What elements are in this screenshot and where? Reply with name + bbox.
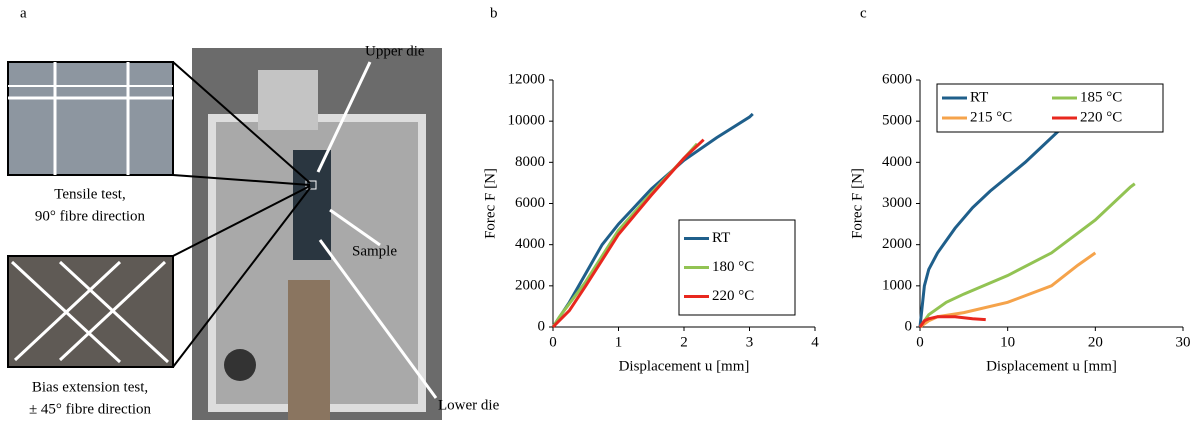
legend-label: RT xyxy=(970,89,988,105)
y-axis-title: Forec F [N] xyxy=(482,168,498,239)
series-line xyxy=(551,112,754,328)
photo xyxy=(192,48,442,420)
x-tick-label: 30 xyxy=(1176,334,1191,350)
y-tick-label: 0 xyxy=(905,318,913,334)
y-tick-label: 6000 xyxy=(882,71,912,87)
y-tick-label: 4000 xyxy=(882,154,912,170)
caption: ± 45° fibre direction xyxy=(29,401,152,417)
series-line xyxy=(919,251,1097,329)
legend-label: 185 °C xyxy=(1080,89,1122,105)
x-axis-title: Displacement u [mm] xyxy=(619,358,750,374)
x-tick-label: 10 xyxy=(1000,334,1015,350)
y-tick-label: 6000 xyxy=(515,195,545,211)
x-tick-label: 0 xyxy=(549,334,557,350)
series-line xyxy=(551,138,705,329)
inset-tensile xyxy=(7,61,174,176)
x-tick-label: 0 xyxy=(916,334,924,350)
x-tick-label: 1 xyxy=(615,334,623,350)
y-tick-label: 5000 xyxy=(882,113,912,129)
x-axis-title: Displacement u [mm] xyxy=(986,358,1117,374)
photo-connector xyxy=(224,349,256,381)
photo-die xyxy=(258,70,318,130)
annotation: Lower die xyxy=(438,397,500,413)
inset-bias xyxy=(7,255,174,368)
annotation: Sample xyxy=(352,243,397,259)
panel-label: a xyxy=(20,5,27,21)
x-tick-label: 20 xyxy=(1088,334,1103,350)
panel-label: b xyxy=(490,5,498,21)
series-line xyxy=(918,118,1071,328)
caption: 90° fibre direction xyxy=(35,208,146,224)
series-line xyxy=(918,315,986,328)
legend-label: 220 °C xyxy=(712,288,754,304)
y-tick-label: 2000 xyxy=(882,236,912,252)
x-tick-label: 3 xyxy=(746,334,754,350)
y-tick-label: 12000 xyxy=(508,71,546,87)
y-axis-title: Forec F [N] xyxy=(849,168,865,239)
y-tick-label: 2000 xyxy=(515,277,545,293)
insets xyxy=(7,61,311,368)
legend-label: 215 °C xyxy=(970,109,1012,125)
y-tick-label: 0 xyxy=(538,318,546,334)
arrows xyxy=(316,61,438,399)
series-line xyxy=(551,142,699,328)
caption: Tensile test, xyxy=(54,186,125,202)
legend-label: RT xyxy=(712,230,730,246)
annotation: Upper die xyxy=(365,43,425,59)
legend-label: 180 °C xyxy=(712,259,754,275)
photo-sample-holder xyxy=(293,150,331,260)
legend-label: 220 °C xyxy=(1080,109,1122,125)
y-tick-label: 3000 xyxy=(882,195,912,211)
photo-piston xyxy=(288,280,330,420)
caption: Bias extension test, xyxy=(32,379,148,395)
series-line xyxy=(918,182,1136,328)
y-tick-label: 8000 xyxy=(515,154,545,170)
y-tick-label: 1000 xyxy=(882,277,912,293)
y-tick-label: 4000 xyxy=(515,236,545,252)
panel-label: c xyxy=(860,5,867,21)
y-tick-label: 10000 xyxy=(508,113,546,129)
legend-box xyxy=(936,83,1164,133)
x-tick-label: 4 xyxy=(811,334,819,350)
x-tick-label: 2 xyxy=(680,334,688,350)
